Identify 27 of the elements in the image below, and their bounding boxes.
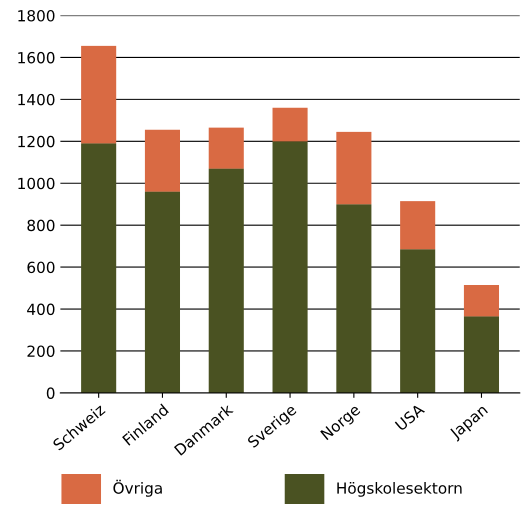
bar	[400, 249, 436, 393]
bar	[144, 192, 180, 393]
y-tick-label: 1800	[18, 10, 54, 22]
legend-label: Övriga	[113, 480, 162, 497]
bar	[272, 108, 308, 142]
x-tick-label: USA	[394, 402, 426, 432]
bar	[208, 168, 244, 393]
bar	[144, 130, 180, 192]
y-tick-label: 1600	[18, 52, 54, 64]
y-tick-label: 400	[27, 304, 54, 316]
legend-label: Högskolesektorn	[337, 482, 462, 497]
bar	[336, 132, 372, 204]
bar	[272, 141, 308, 393]
y-tick-label: 1200	[18, 136, 54, 148]
y-tick-label: 800	[27, 220, 54, 232]
bar	[336, 204, 372, 393]
bar	[400, 201, 436, 250]
y-tick-label: 200	[27, 345, 54, 358]
bar	[208, 128, 244, 169]
bar	[81, 143, 116, 393]
bar	[464, 284, 500, 316]
bar	[464, 316, 500, 393]
y-tick-label: 1000	[18, 178, 54, 190]
y-tick-label: 1400	[18, 94, 54, 106]
y-tick-label: 600	[27, 262, 54, 274]
y-tick-label: 0	[46, 387, 54, 399]
bar	[81, 46, 116, 144]
